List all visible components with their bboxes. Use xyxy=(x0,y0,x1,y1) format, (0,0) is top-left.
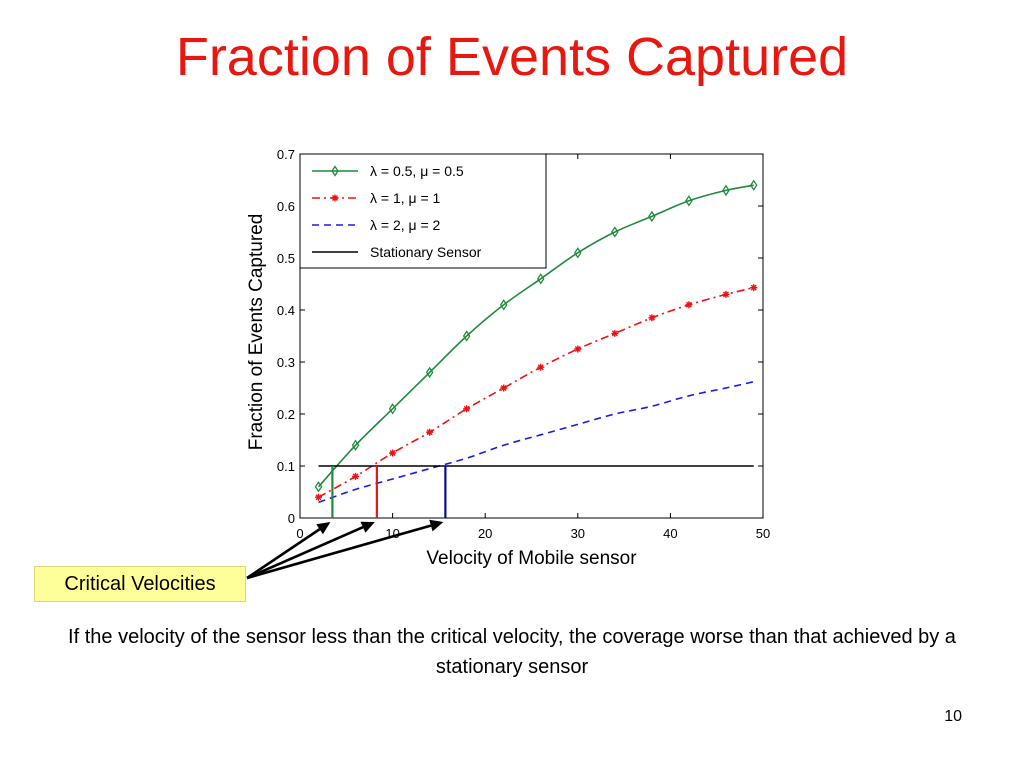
data-point-star xyxy=(352,472,360,480)
y-tick-label: 0.1 xyxy=(277,459,295,474)
chart-series xyxy=(314,179,758,518)
data-point-star xyxy=(574,345,582,353)
legend-marker-star xyxy=(331,194,339,202)
y-tick-label: 0.3 xyxy=(277,355,295,370)
legend-entry-label: λ = 2, μ = 2 xyxy=(370,217,441,233)
series-line-3 xyxy=(318,380,754,504)
data-point-star xyxy=(685,301,693,309)
chart-legend: λ = 0.5, μ = 0.5 λ = 1, μ = 1 λ = 2, μ = 2… xyxy=(299,153,547,269)
data-point-diamond xyxy=(314,481,323,493)
legend-entry-label: λ = 0.5, μ = 0.5 xyxy=(370,163,464,179)
data-point-star xyxy=(611,329,619,337)
data-point-star xyxy=(537,363,545,371)
data-point-star xyxy=(463,405,471,413)
callout-arrow xyxy=(246,524,432,580)
data-point-diamond xyxy=(749,179,758,191)
data-point-diamond xyxy=(611,226,619,238)
x-tick-label: 20 xyxy=(478,526,492,541)
x-axis-label: Velocity of Mobile sensor xyxy=(426,548,637,569)
callout-arrow xyxy=(246,526,364,580)
callout-arrowhead xyxy=(429,519,444,532)
page-number: 10 xyxy=(944,708,962,725)
callout-arrowhead xyxy=(360,521,375,533)
y-tick-label: 0.4 xyxy=(277,303,295,318)
legend-box xyxy=(299,153,547,269)
data-point-star xyxy=(648,314,656,322)
data-point-star xyxy=(389,449,397,457)
y-tick-label: 0.6 xyxy=(277,199,295,214)
data-point-star xyxy=(500,384,508,392)
x-tick-label: 30 xyxy=(571,526,585,541)
data-point-diamond xyxy=(388,403,397,415)
callout-arrow xyxy=(246,528,321,580)
y-tick-label: 0.7 xyxy=(277,147,295,162)
data-point-diamond xyxy=(536,273,545,285)
y-axis-label: Fraction of Events Captured xyxy=(246,214,267,451)
series-line-1 xyxy=(317,184,754,488)
critical-velocities-callout: Critical Velocities xyxy=(34,566,246,602)
y-tick-label: 0.2 xyxy=(277,407,295,422)
y-tick-label: 0 xyxy=(288,511,295,526)
callout-arrowhead xyxy=(316,522,331,535)
slide-title: Fraction of Events Captured xyxy=(175,27,849,87)
data-point-diamond xyxy=(648,210,656,223)
legend-entry-label: Stationary Sensor xyxy=(370,244,482,260)
data-point-diamond xyxy=(574,247,582,259)
data-point-diamond xyxy=(722,184,730,197)
data-point-star xyxy=(426,428,434,436)
data-point-diamond xyxy=(499,299,508,311)
slide-caption: If the velocity of the sensor less than … xyxy=(68,626,956,678)
data-point-diamond xyxy=(351,439,360,451)
data-point-star xyxy=(722,290,730,298)
data-point-diamond xyxy=(685,195,693,207)
legend-entry-label: λ = 1, μ = 1 xyxy=(370,190,441,206)
data-point-star xyxy=(315,493,323,501)
legend-marker-diamond xyxy=(331,165,339,177)
x-tick-label: 40 xyxy=(663,526,677,541)
data-point-star xyxy=(750,284,758,292)
data-point-diamond xyxy=(425,366,434,379)
callout-arrows xyxy=(246,519,444,580)
data-point-diamond xyxy=(462,330,471,342)
y-tick-label: 0.5 xyxy=(277,251,295,266)
x-tick-label: 50 xyxy=(756,526,770,541)
x-tick-label: 0 xyxy=(296,526,303,541)
